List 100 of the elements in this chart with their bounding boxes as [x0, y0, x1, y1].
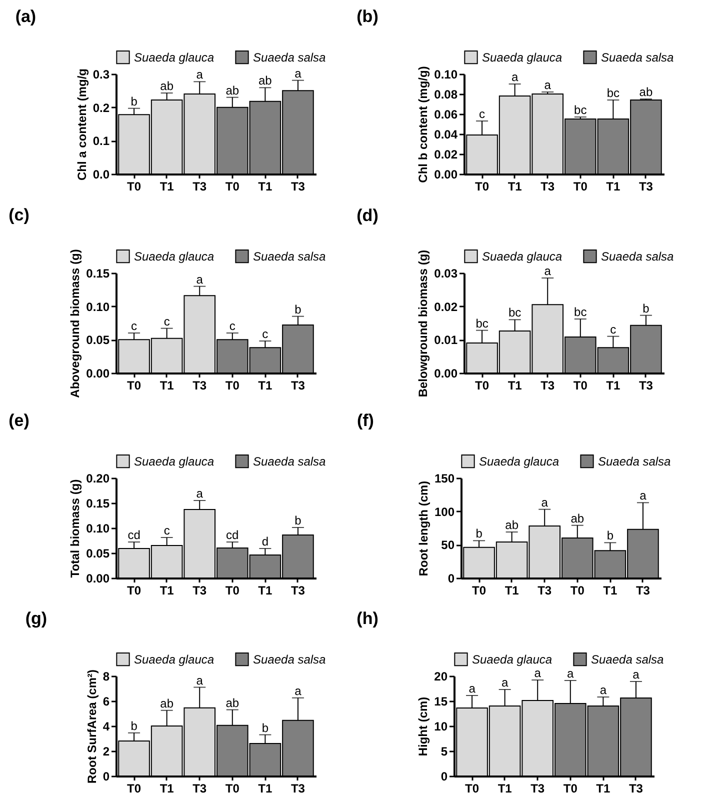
data-label: a [196, 68, 204, 82]
y-tick-label: 0 [102, 770, 110, 784]
data-label: b [262, 720, 269, 735]
data-label: a [544, 264, 552, 278]
x-tick-label: T3 [290, 782, 306, 796]
x-tick-label: T3 [636, 584, 650, 598]
chart-title: (f) [356, 411, 374, 430]
y-tick-label: 2 [102, 744, 110, 758]
data-label: ab [160, 79, 174, 93]
y-tick-label: 0.05 [86, 546, 110, 560]
data-label: cd [226, 528, 239, 542]
legend-label: Suaeda salsa [253, 454, 326, 468]
x-tick-label: T3 [290, 378, 306, 392]
x-tick-label: T0 [127, 782, 142, 796]
y-tick-label: 8 [102, 670, 110, 684]
x-tick-label: T1 [258, 378, 273, 392]
y-tick-label: 150 [434, 472, 455, 486]
data-label: bc [574, 103, 587, 117]
y-tick-label: 0.08 [434, 88, 458, 102]
legend-label: Suaeda glauca [134, 50, 214, 64]
data-label: ab [505, 518, 519, 532]
y-tick-label: 10 [434, 720, 448, 734]
data-label: b [130, 94, 138, 108]
chart-title: (b) [356, 7, 378, 26]
y-tick-label: 0.01 [434, 333, 458, 348]
data-label: bc [606, 86, 620, 100]
y-tick-label: 0.05 [86, 333, 110, 348]
data-label: ab [258, 74, 272, 88]
y-axis-title: Aboveground biomass (g) [68, 249, 82, 398]
data-label: c [479, 107, 486, 121]
y-tick-label: 0.15 [86, 266, 110, 280]
data-label: a [534, 666, 542, 680]
y-tick-label: 0.06 [434, 108, 458, 122]
legend-label: Suaeda glauca [472, 652, 552, 666]
data-label: c [131, 319, 138, 333]
legend-label: Suaeda glauca [482, 50, 562, 64]
x-tick-label: T1 [596, 782, 611, 796]
data-label: a [196, 486, 204, 500]
y-axis-title: Belowground biomass (g) [416, 250, 430, 398]
chart-title: (d) [356, 206, 378, 225]
y-tick-label: 0.10 [86, 522, 110, 536]
y-axis-title: Root length (cm) [416, 480, 430, 576]
data-label: ab [226, 696, 240, 710]
x-tick-label: T3 [192, 378, 207, 392]
y-tick-label: 0.00 [434, 168, 458, 182]
x-tick-label: T0 [225, 584, 240, 598]
x-tick-label: T1 [258, 180, 273, 194]
data-label: b [476, 526, 483, 541]
legend-label: Suaeda salsa [598, 454, 672, 468]
x-tick-label: T1 [258, 782, 273, 796]
data-label: a [501, 676, 508, 690]
x-tick-label: T1 [498, 782, 512, 796]
legend-label: Suaeda salsa [253, 249, 326, 264]
data-label: c [229, 319, 236, 333]
data-label: ab [160, 696, 174, 710]
x-tick-label: T1 [508, 180, 522, 194]
data-label: ab [639, 85, 653, 99]
y-tick-label: 0.10 [434, 68, 458, 82]
y-tick-label: 4 [102, 720, 110, 734]
data-label: a [468, 682, 476, 696]
y-tick-label: 6 [102, 694, 110, 708]
data-label: a [196, 272, 204, 286]
y-tick-label: 0.15 [86, 496, 110, 510]
y-tick-label: 0.10 [86, 300, 110, 314]
x-tick-label: T3 [530, 782, 545, 796]
data-label: b [606, 528, 614, 543]
y-tick-label: 0.04 [434, 128, 458, 142]
y-tick-label: 0.02 [434, 300, 458, 314]
y-axis-title: Total biomass (g) [68, 479, 82, 578]
y-axis-title: Hight (cm) [416, 696, 430, 756]
legend-label: Suaeda glauca [479, 454, 560, 468]
y-tick-label: 0.03 [434, 266, 458, 280]
y-tick-label: 0 [448, 572, 455, 586]
legend-label: Suaeda glauca [134, 249, 214, 264]
y-tick-label: 15 [434, 694, 448, 708]
legend-label: Suaeda glauca [134, 652, 214, 666]
y-tick-label: 0.3 [92, 68, 110, 82]
x-tick-label: T0 [225, 378, 240, 392]
data-label: b [294, 302, 302, 316]
x-tick-label: T0 [127, 378, 142, 392]
x-tick-label: T1 [160, 782, 174, 796]
data-label: bc [508, 306, 522, 320]
data-label: a [600, 683, 607, 697]
data-label: a [640, 488, 647, 503]
y-tick-label: 0.02 [434, 148, 458, 162]
y-tick-label: 0.00 [434, 366, 458, 380]
data-label: c [164, 314, 170, 328]
x-tick-label: T3 [540, 180, 555, 194]
y-tick-label: 5 [440, 744, 448, 758]
data-label: c [610, 322, 616, 336]
y-tick-label: 50 [441, 538, 455, 552]
legend-label: Suaeda salsa [601, 50, 674, 64]
x-tick-label: T3 [290, 584, 306, 598]
x-tick-label: T1 [258, 584, 273, 598]
legend-label: Suaeda glauca [482, 249, 562, 264]
x-tick-label: T3 [638, 378, 654, 392]
x-tick-label: T1 [508, 378, 522, 392]
x-tick-label: T1 [504, 584, 520, 598]
y-tick-label: 0.20 [86, 472, 110, 486]
x-tick-label: T0 [465, 782, 480, 796]
